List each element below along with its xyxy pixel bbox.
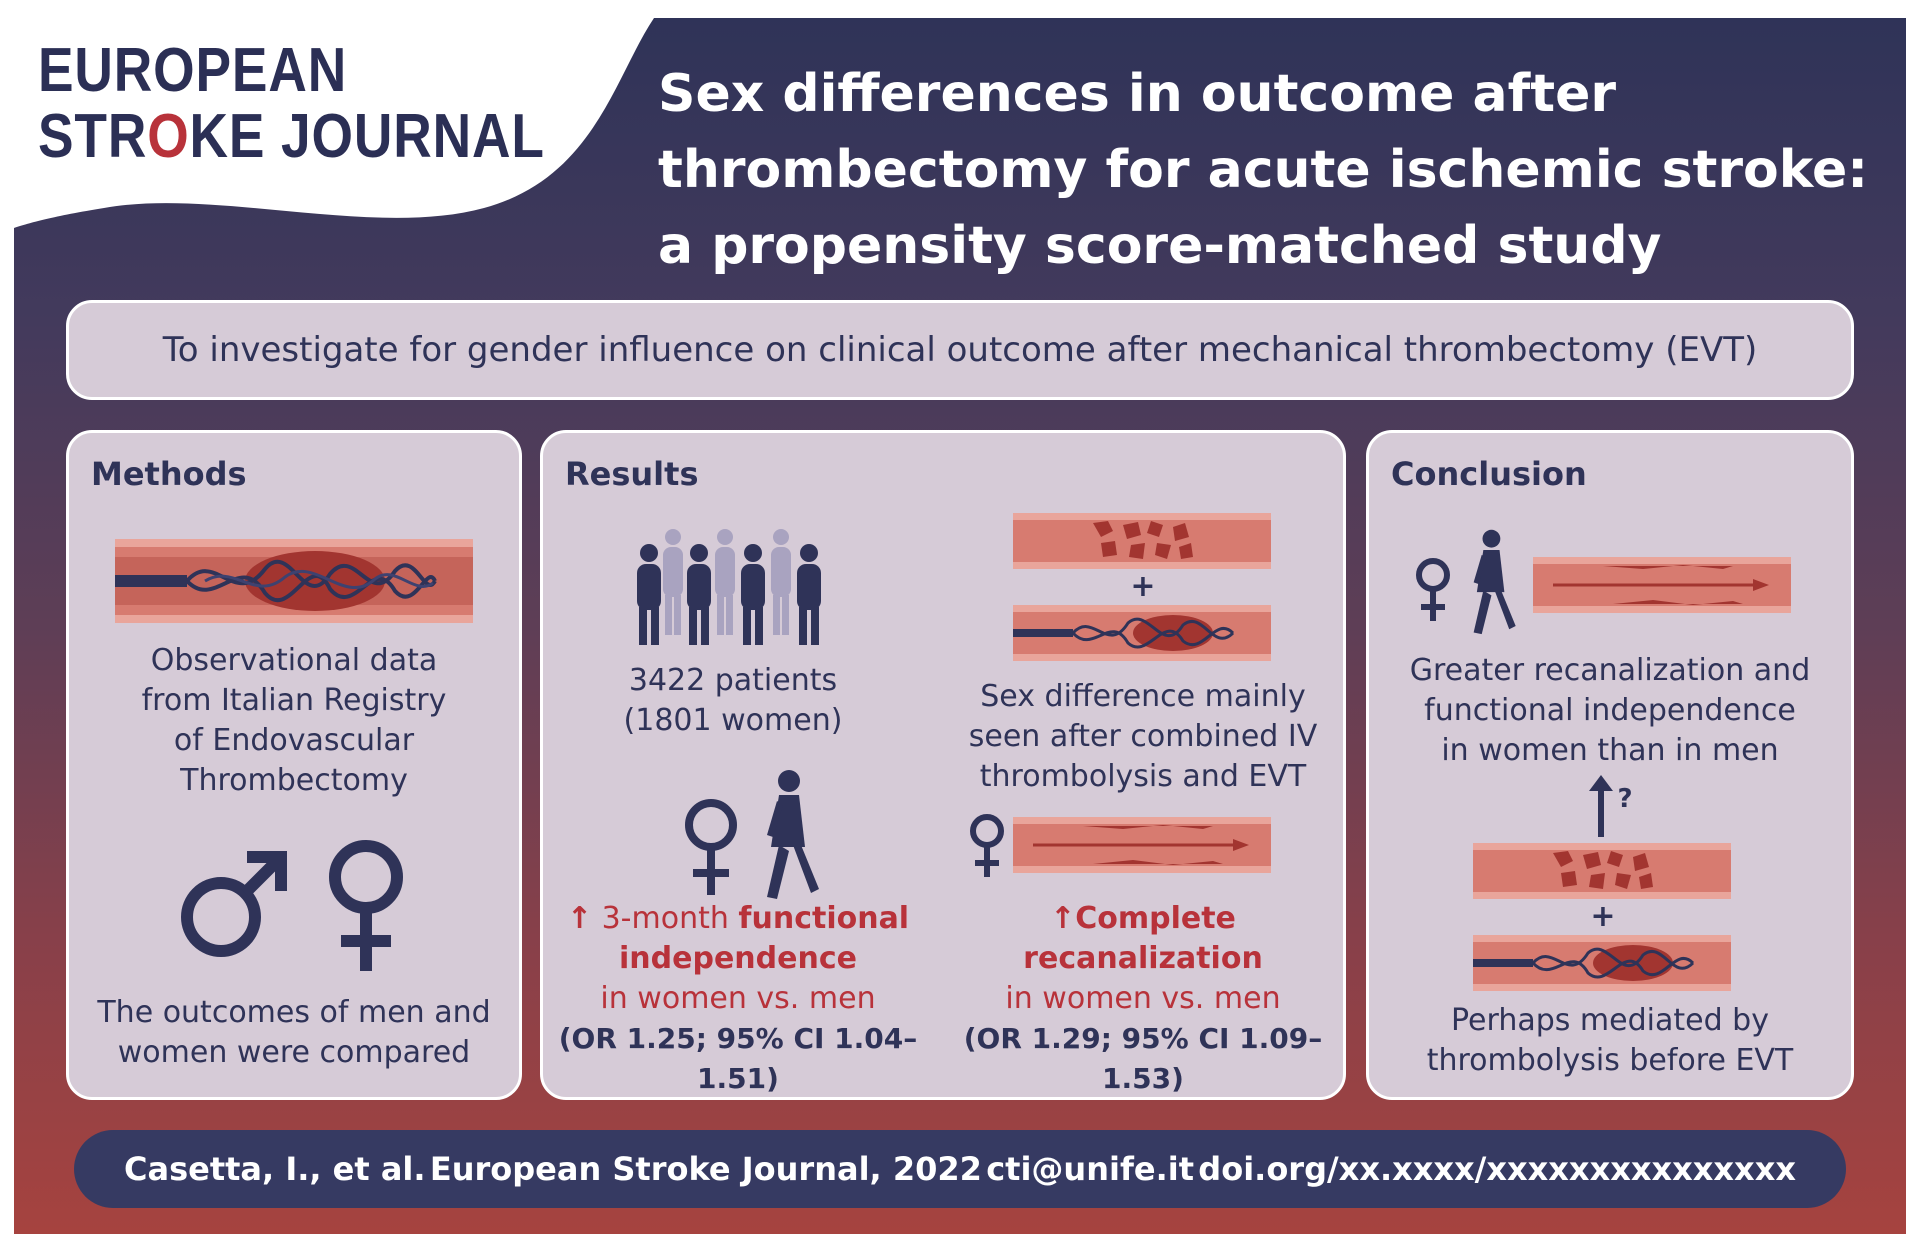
female-symbol-icon xyxy=(1416,558,1450,621)
clot-vessel-icon xyxy=(1473,843,1731,899)
female-symbol-icon xyxy=(970,814,1004,877)
page-title: Sex differences in outcome after thrombe… xyxy=(658,56,1888,284)
up-arrow-icon xyxy=(1589,775,1613,837)
walking-woman-icon xyxy=(1473,529,1516,635)
complete-recanalization-result: ↑Complete recanalization in women vs. me… xyxy=(963,901,1323,1095)
recanalized-vessel-icon xyxy=(1533,557,1791,613)
conclusion-perhaps-text: Perhaps mediated by thrombolysis before … xyxy=(1426,1003,1794,1078)
question-mark: ? xyxy=(1617,784,1633,814)
methods-title: Methods xyxy=(91,455,247,493)
conclusion-title: Conclusion xyxy=(1391,455,1587,493)
patients-count: 3422 patients (1801 women) xyxy=(623,663,843,738)
footer-authors: Casetta, I., et al. xyxy=(124,1150,426,1188)
methods-data-text: Observational data from Italian Registry… xyxy=(141,643,447,798)
up-arrow-icon: ↑ xyxy=(566,901,593,936)
logo-line-2: STROKE JOURNAL xyxy=(38,102,545,171)
footer-journal: European Stroke Journal, 2022 xyxy=(429,1150,982,1188)
title-line-3: a propensity score-matched study xyxy=(658,216,1662,276)
journal-logo: EUROPEAN STROKE JOURNAL xyxy=(38,38,545,170)
conclusion-panel: Conclusion Greater recanalization a xyxy=(1366,430,1854,1100)
clot-vessel-icon xyxy=(1013,513,1271,569)
people-group-icon xyxy=(637,529,821,645)
aim-text: To investigate for gender influence on c… xyxy=(162,330,1758,370)
methods-panel: Methods Observational data from Italian … xyxy=(66,430,522,1100)
logo-line-1: EUROPEAN xyxy=(38,36,348,105)
title-line-2: thrombectomy for acute ischemic stroke: xyxy=(658,140,1869,200)
conclusion-plus: + xyxy=(1590,899,1616,934)
footer-doi[interactable]: doi.org/xx.xxxx/xxxxxxxxxxxxxxx xyxy=(1198,1150,1796,1188)
recanalized-vessel-icon xyxy=(1013,817,1271,873)
sex-difference-text: Sex difference mainly seen after combine… xyxy=(968,679,1318,794)
functional-independence-result: ↑ 3-month functional independence in wom… xyxy=(558,901,918,1095)
logo-background-wave xyxy=(14,18,654,228)
methods-compare-text: The outcomes of men and women were compa… xyxy=(97,995,491,1070)
up-arrow-icon: ↑ xyxy=(1050,901,1076,936)
footer-email[interactable]: cti@unife.it xyxy=(986,1150,1194,1188)
combined-plus: + xyxy=(1130,569,1156,604)
female-symbol-icon xyxy=(329,840,403,971)
stent-retriever-icon xyxy=(1013,605,1271,661)
infographic: EUROPEAN STROKE JOURNAL Sex differences … xyxy=(14,18,1906,1234)
stent-retriever-icon xyxy=(1473,935,1731,991)
walking-woman-icon xyxy=(767,770,819,899)
title-line-1: Sex differences in outcome after xyxy=(658,64,1617,124)
aim-statement: To investigate for gender influence on c… xyxy=(66,300,1854,400)
results-panel: Results 3422 patients (1801 women) xyxy=(540,430,1346,1100)
results-title: Results xyxy=(565,455,699,493)
female-symbol-icon xyxy=(685,799,737,895)
conclusion-greater-text: Greater recanalization and functional in… xyxy=(1409,653,1811,768)
footer-bar: Casetta, I., et al. European Stroke Jour… xyxy=(74,1130,1846,1208)
stent-retriever-icon xyxy=(115,539,473,623)
male-symbol-icon xyxy=(181,851,287,957)
